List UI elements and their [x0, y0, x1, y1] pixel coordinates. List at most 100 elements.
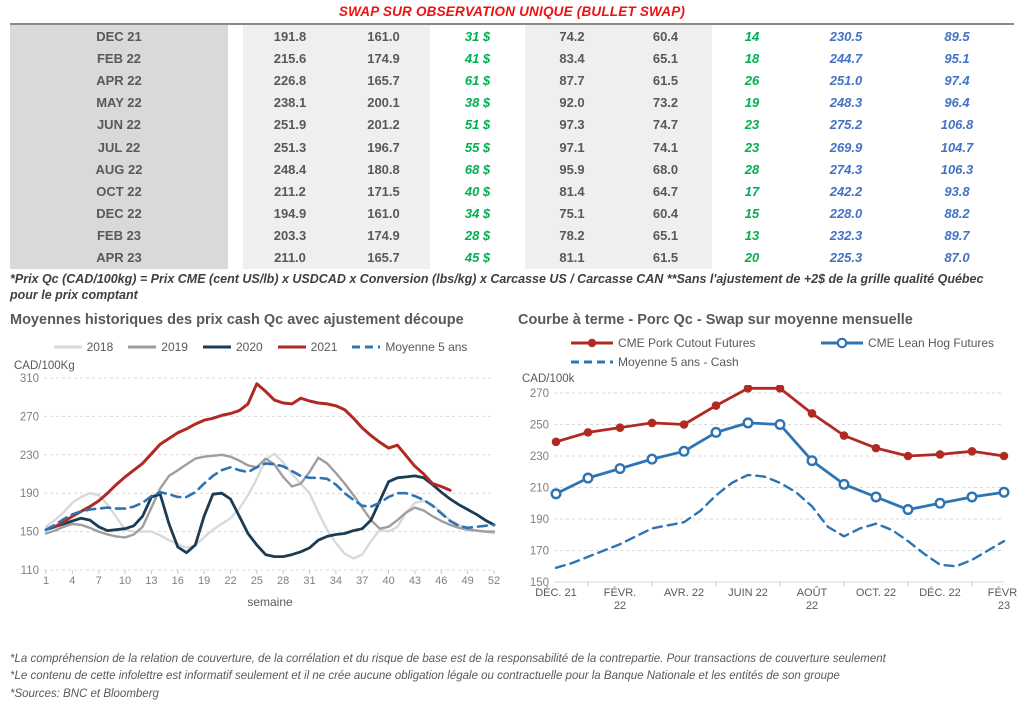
table-cell: 215.6 [243, 47, 337, 70]
svg-text:10: 10 [119, 575, 131, 587]
table-cell: 61.5 [619, 246, 712, 270]
svg-text:110: 110 [21, 565, 39, 577]
table-cell: 34 $ [464, 206, 491, 222]
svg-text:150: 150 [530, 577, 549, 589]
table-cell: 31 $ [464, 28, 491, 44]
table-cell: 95.9 [525, 158, 619, 181]
table-cell: 97.1 [525, 135, 619, 159]
table-row: DEC 22 194.9 161.0 34 $ 75.1 60.4 15 228.0 88.2 [10, 202, 1014, 225]
row-month-label: OCT 22 [10, 180, 228, 203]
series-line-2020 [44, 474, 496, 558]
table-cell: 81.4 [525, 180, 619, 203]
series-marker-CME Lean Hog Futures [678, 445, 690, 457]
table-row: APR 23 211.0 165.7 45 $ 81.1 61.5 20 225.3 87.0 [10, 246, 1014, 270]
series-marker-CME Pork Cutout Futures [679, 420, 689, 429]
table-row: JUL 22 251.3 196.7 55 $ 97.1 74.1 23 269.9 104.7 [10, 135, 1014, 159]
svg-text:250: 250 [530, 420, 549, 432]
disclaimer-footer: *La compréhension de la relation de couv… [10, 651, 1018, 703]
table-cell: 194.9 [243, 202, 337, 225]
table-cell: 165.7 [337, 246, 430, 270]
column-spacer [228, 114, 243, 136]
table-cell: 17 [744, 183, 760, 199]
legend-swatch-icon [128, 345, 157, 349]
table-row: MAY 22 238.1 200.1 38 $ 92.0 73.2 19 248.3 96.4 [10, 91, 1014, 114]
table-cell: 61.5 [619, 69, 712, 92]
table-cell: 20 [744, 250, 760, 266]
table-cell: 95.1 [944, 50, 970, 66]
table-cell: 75.1 [525, 202, 619, 225]
legend-label: 2018 [86, 340, 114, 354]
column-spacer [228, 136, 243, 158]
table-cell: 211.2 [243, 180, 337, 203]
series-marker-CME Pork Cutout Futures [903, 451, 913, 461]
table-cell: 92.0 [525, 91, 619, 114]
table-cell: 97.4 [944, 72, 970, 88]
chart-title: Courbe à terme - Porc Qc - Swap sur moye… [518, 312, 913, 328]
svg-text:310: 310 [20, 373, 39, 385]
table-cell: 28 [744, 161, 760, 177]
row-month-label: APR 23 [10, 246, 228, 270]
svg-text:1: 1 [43, 575, 49, 587]
table-cell: 18 [744, 50, 760, 66]
series-marker-CME Lean Hog Futures [614, 463, 626, 475]
series-marker-CME Pork Cutout Futures [583, 428, 593, 437]
legend-swatch-icon [352, 345, 381, 349]
table-cell: 45 $ [464, 250, 491, 266]
column-spacer [228, 92, 243, 114]
svg-text:210: 210 [530, 483, 549, 495]
table-row: DEC 21 191.8 161.0 31 $ 74.2 60.4 14 230.5 89.5 [10, 25, 1014, 48]
table-cell: 225.3 [829, 250, 863, 266]
table-cell: 65.1 [619, 47, 712, 70]
svg-text:AVR. 22: AVR. 22 [664, 587, 704, 599]
svg-text:22: 22 [614, 600, 626, 612]
table-cell: 228.0 [829, 206, 863, 222]
table-cell: 251.9 [243, 113, 337, 136]
legend-label: CME Pork Cutout Futures [618, 336, 756, 350]
table-cell: 74.2 [525, 25, 619, 48]
series-marker-CME Lean Hog Futures [582, 472, 594, 484]
table-cell: 226.8 [243, 69, 337, 92]
row-month-label: FEB 23 [10, 224, 228, 247]
row-month-label: APR 22 [10, 69, 228, 92]
table-cell: 15 [744, 206, 760, 222]
legend-label: Moyenne 5 ans - Cash [618, 355, 739, 369]
table-cell: 13 [744, 228, 760, 244]
svg-text:37: 37 [356, 575, 368, 587]
legend-swatch-icon [571, 338, 613, 348]
table-row: JUN 22 251.9 201.2 51 $ 97.3 74.7 23 275.2 106.8 [10, 113, 1014, 136]
table-cell: 232.3 [829, 228, 863, 244]
series-marker-CME Pork Cutout Futures [967, 446, 977, 456]
series-marker-CME Pork Cutout Futures [743, 385, 753, 393]
table-cell: 38 $ [464, 95, 491, 111]
column-spacer [228, 180, 243, 202]
series-marker-CME Pork Cutout Futures [615, 423, 625, 432]
swap-table: DEC 21 191.8 161.0 31 $74.2 60.4 14 230.5 89.5 F… [10, 23, 1014, 270]
series-marker-CME Lean Hog Futures [774, 419, 786, 431]
table-cell: 19 [744, 95, 760, 111]
legend-item: Moyenne 5 ans - Cash [570, 355, 806, 369]
sources-line: *Sources: BNC et Bloomberg [10, 687, 159, 700]
table-cell: 106.3 [940, 161, 974, 177]
legend-label: Moyenne 5 ans [385, 340, 468, 354]
weekly-prices-line-chart: 110 150 190 230 270 310 1 4 7 10 13 16 19 22 25 28 31 34 3… [20, 373, 500, 609]
series-marker-CME Pork Cutout Futures [647, 418, 657, 428]
series-marker-CME Pork Cutout Futures [935, 450, 945, 459]
disclaimer-line: *La compréhension de la relation de couv… [10, 653, 886, 665]
chart-legend: CME Pork Cutout Futures CME Lean Hog Futu… [570, 336, 1018, 369]
table-cell: 174.9 [337, 47, 430, 70]
table-cell: 238.1 [243, 91, 337, 114]
series-marker-CME Pork Cutout Futures [807, 409, 817, 418]
svg-text:16: 16 [172, 575, 184, 587]
series-marker-CME Pork Cutout Futures [551, 437, 561, 447]
svg-text:OCT. 22: OCT. 22 [856, 587, 896, 599]
legend-label: 2020 [235, 340, 263, 354]
legend-item: 2020 [202, 340, 263, 354]
row-month-label: JUN 22 [10, 113, 228, 136]
svg-text:DÉC. 22: DÉC. 22 [919, 586, 961, 599]
svg-text:170: 170 [530, 546, 549, 558]
forward-curve-chart: Courbe à terme - Porc Qc - Swap sur moye… [518, 312, 1018, 630]
svg-text:150: 150 [20, 527, 39, 539]
table-cell: 51 $ [464, 117, 491, 133]
table-cell: 174.9 [337, 224, 430, 247]
